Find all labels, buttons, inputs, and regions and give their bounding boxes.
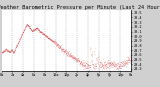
Title: Milwaukee Weather Barometric Pressure per Minute (Last 24 Hours): Milwaukee Weather Barometric Pressure pe…	[0, 5, 160, 10]
